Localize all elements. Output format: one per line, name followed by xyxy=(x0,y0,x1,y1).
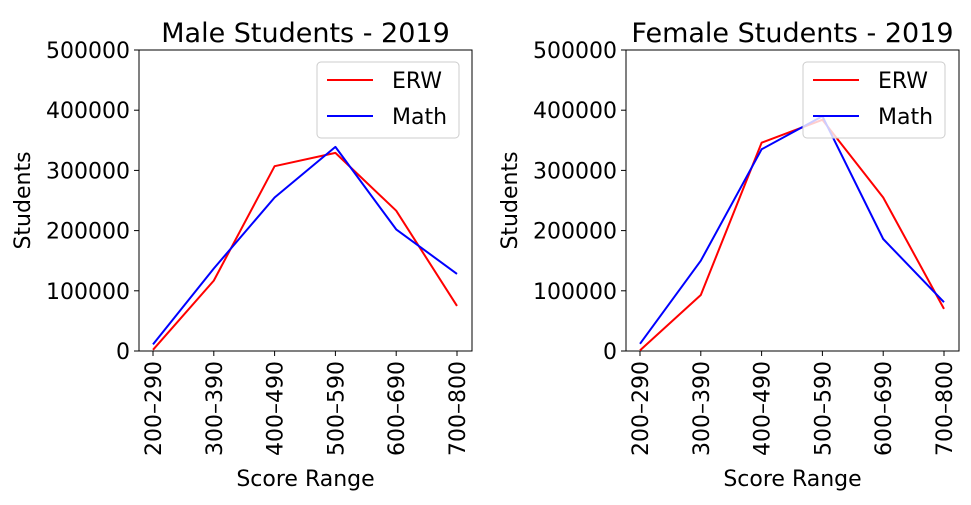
plot-area-frame xyxy=(138,49,473,352)
legend: ERW Math xyxy=(802,61,946,139)
x-tick-label: 700–800 xyxy=(933,361,958,456)
y-tick-label: 400000 xyxy=(533,99,617,124)
x-tick-label: 200–290 xyxy=(142,361,167,456)
legend-label-erw: ERW xyxy=(878,69,928,94)
x-tick-label: 600–690 xyxy=(872,361,897,456)
x-tick-label: 300–390 xyxy=(690,361,715,456)
legend-label-erw: ERW xyxy=(392,69,442,94)
x-tick-label: 300–390 xyxy=(203,361,228,456)
legend-label-math: Math xyxy=(878,105,933,130)
series-line-erw xyxy=(152,151,458,351)
y-axis-label: Students xyxy=(11,151,36,249)
x-tick-label: 500–590 xyxy=(811,361,836,456)
y-tick-label: 500000 xyxy=(533,39,617,64)
plot-area-frame xyxy=(625,49,960,352)
x-tick-label: 600–690 xyxy=(385,361,410,456)
chart-panel-2: Female Students - 2019 0 100000 200000 30000… xyxy=(498,18,960,492)
y-tick-label: 300000 xyxy=(533,159,617,184)
chart-title: Male Students - 2019 xyxy=(161,18,450,49)
y-tick-label: 100000 xyxy=(46,280,130,305)
series-line-math xyxy=(152,145,458,346)
y-tick-label: 0 xyxy=(116,340,130,365)
legend: ERW Math xyxy=(316,61,460,139)
y-tick-label: 500000 xyxy=(46,39,130,64)
chart-title: Female Students - 2019 xyxy=(631,18,953,49)
x-tick-label: 500–590 xyxy=(324,361,349,456)
y-tick-label: 300000 xyxy=(46,159,130,184)
legend-label-math: Math xyxy=(392,105,447,130)
y-tick-label: 200000 xyxy=(46,220,130,245)
y-tick-label: 0 xyxy=(603,340,617,365)
y-tick-label: 400000 xyxy=(46,99,130,124)
x-tick-label: 400–490 xyxy=(264,361,289,456)
y-tick-label: 100000 xyxy=(533,280,617,305)
y-tick-label: 200000 xyxy=(533,220,617,245)
x-axis-label: Score Range xyxy=(236,467,374,492)
x-tick-label: 200–290 xyxy=(629,361,654,456)
x-tick-label: 700–800 xyxy=(446,361,471,456)
y-axis-label: Students xyxy=(498,151,523,249)
x-tick-label: 400–490 xyxy=(751,361,776,456)
x-axis-label: Score Range xyxy=(723,467,861,492)
chart-panel-1: Male Students - 2019 0 100000 200000 300000 4… xyxy=(11,18,473,492)
series-line-math xyxy=(639,115,945,345)
series-line-erw xyxy=(639,118,945,352)
